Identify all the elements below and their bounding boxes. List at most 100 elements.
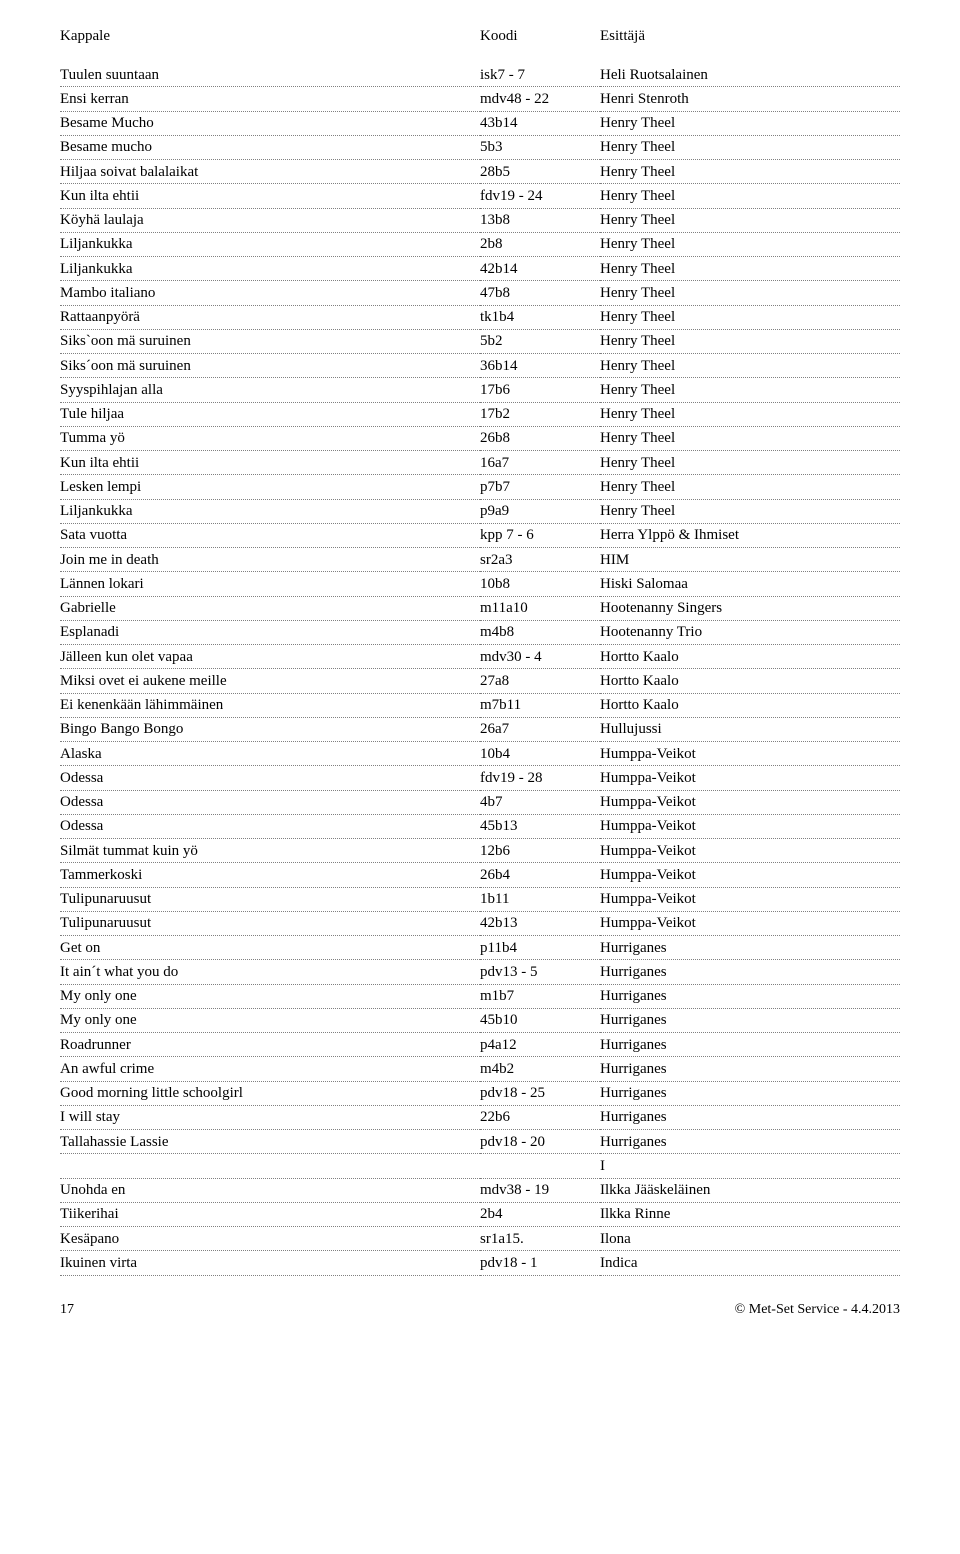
cell-koodi: 13b8 xyxy=(480,208,600,232)
cell-kappale: My only one xyxy=(60,984,480,1008)
cell-koodi: mdv38 - 19 xyxy=(480,1178,600,1202)
cell-kappale: Tumma yö xyxy=(60,426,480,450)
cell-koodi: p11b4 xyxy=(480,936,600,960)
header-esittaja: Esittäjä xyxy=(600,28,900,45)
table-row: Ikuinen virtapdv18 - 1Indica xyxy=(60,1251,900,1275)
copyright-text: © Met-Set Service - 4.4.2013 xyxy=(735,1302,900,1318)
cell-kappale: My only one xyxy=(60,1008,480,1032)
table-row: Esplanadim4b8Hootenanny Trio xyxy=(60,620,900,644)
table-row: Lännen lokari10b8Hiski Salomaa xyxy=(60,572,900,596)
cell-esittaja: Ilona xyxy=(600,1227,900,1251)
cell-kappale: Liljankukka xyxy=(60,232,480,256)
table-row: Odessa45b13Humppa-Veikot xyxy=(60,814,900,838)
cell-kappale: Kun ilta ehtii xyxy=(60,451,480,475)
cell-esittaja: Humppa-Veikot xyxy=(600,911,900,935)
table-row: Kun ilta ehtiifdv19 - 24Henry Theel xyxy=(60,184,900,208)
table-row: Tallahassie Lassiepdv18 - 20Hurriganes xyxy=(60,1130,900,1154)
table-row: Köyhä laulaja13b8Henry Theel xyxy=(60,208,900,232)
cell-esittaja: Humppa-Veikot xyxy=(600,790,900,814)
cell-koodi: 26b8 xyxy=(480,426,600,450)
cell-koodi: 10b8 xyxy=(480,572,600,596)
cell-koodi: 10b4 xyxy=(480,742,600,766)
table-row: Tulipunaruusut42b13Humppa-Veikot xyxy=(60,911,900,935)
cell-kappale: Besame mucho xyxy=(60,135,480,159)
cell-kappale: Tulipunaruusut xyxy=(60,887,480,911)
cell-koodi: 5b3 xyxy=(480,135,600,159)
cell-esittaja: Hortto Kaalo xyxy=(600,645,900,669)
table-row: Mambo italiano47b8Henry Theel xyxy=(60,281,900,305)
cell-kappale: Ensi kerran xyxy=(60,87,480,111)
cell-koodi: 28b5 xyxy=(480,160,600,184)
cell-koodi xyxy=(480,1154,600,1178)
cell-esittaja: Henry Theel xyxy=(600,135,900,159)
cell-kappale: Kun ilta ehtii xyxy=(60,184,480,208)
cell-esittaja: Hortto Kaalo xyxy=(600,669,900,693)
cell-esittaja: Herra Ylppö & Ihmiset xyxy=(600,523,900,547)
cell-esittaja: Henry Theel xyxy=(600,378,900,402)
cell-kappale: Rattaanpyörä xyxy=(60,305,480,329)
cell-koodi: pdv13 - 5 xyxy=(480,960,600,984)
table-row: Tuulen suuntaanisk7 - 7Heli Ruotsalainen xyxy=(60,63,900,87)
cell-kappale: Alaska xyxy=(60,742,480,766)
cell-koodi: m4b2 xyxy=(480,1057,600,1081)
table-row: Odessafdv19 - 28Humppa-Veikot xyxy=(60,766,900,790)
cell-esittaja: Hurriganes xyxy=(600,936,900,960)
table-row: Ei kenenkään lähimmäinenm7b11Hortto Kaal… xyxy=(60,693,900,717)
cell-kappale: Silmät tummat kuin yö xyxy=(60,839,480,863)
cell-esittaja: Humppa-Veikot xyxy=(600,839,900,863)
cell-koodi: p4a12 xyxy=(480,1033,600,1057)
cell-esittaja: Henry Theel xyxy=(600,426,900,450)
cell-koodi: 45b13 xyxy=(480,814,600,838)
cell-esittaja: Henry Theel xyxy=(600,402,900,426)
cell-esittaja: Hurriganes xyxy=(600,960,900,984)
cell-koodi: m1b7 xyxy=(480,984,600,1008)
table-row: Odessa4b7Humppa-Veikot xyxy=(60,790,900,814)
cell-kappale: Odessa xyxy=(60,814,480,838)
cell-esittaja: Henry Theel xyxy=(600,232,900,256)
table-row: Tulipunaruusut1b11Humppa-Veikot xyxy=(60,887,900,911)
cell-kappale: Tallahassie Lassie xyxy=(60,1130,480,1154)
cell-kappale xyxy=(60,1154,480,1178)
cell-kappale: Mambo italiano xyxy=(60,281,480,305)
cell-koodi: 5b2 xyxy=(480,329,600,353)
cell-kappale: Tule hiljaa xyxy=(60,402,480,426)
table-row: Unohda enmdv38 - 19Ilkka Jääskeläinen xyxy=(60,1178,900,1202)
cell-koodi: 42b13 xyxy=(480,911,600,935)
cell-esittaja: Henry Theel xyxy=(600,305,900,329)
cell-kappale: Hiljaa soivat balalaikat xyxy=(60,160,480,184)
cell-esittaja: Hurriganes xyxy=(600,1008,900,1032)
cell-kappale: Tiikerihai xyxy=(60,1202,480,1226)
cell-kappale: Unohda en xyxy=(60,1178,480,1202)
table-row: Kun ilta ehtii16a7Henry Theel xyxy=(60,451,900,475)
cell-esittaja: Henry Theel xyxy=(600,499,900,523)
cell-esittaja: Henry Theel xyxy=(600,329,900,353)
table-row: Syyspihlajan alla17b6Henry Theel xyxy=(60,378,900,402)
cell-koodi: 42b14 xyxy=(480,257,600,281)
cell-kappale: An awful crime xyxy=(60,1057,480,1081)
cell-kappale: Get on xyxy=(60,936,480,960)
cell-kappale: Ikuinen virta xyxy=(60,1251,480,1275)
cell-esittaja: Humppa-Veikot xyxy=(600,814,900,838)
table-row: It ain´t what you dopdv13 - 5Hurriganes xyxy=(60,960,900,984)
cell-esittaja: Humppa-Veikot xyxy=(600,742,900,766)
cell-esittaja: Henry Theel xyxy=(600,475,900,499)
table-row: Alaska10b4Humppa-Veikot xyxy=(60,742,900,766)
cell-esittaja: HIM xyxy=(600,548,900,572)
table-row: Tumma yö26b8Henry Theel xyxy=(60,426,900,450)
cell-koodi: 17b6 xyxy=(480,378,600,402)
cell-esittaja: Hortto Kaalo xyxy=(600,693,900,717)
cell-esittaja: Henry Theel xyxy=(600,257,900,281)
cell-kappale: Bingo Bango Bongo xyxy=(60,717,480,741)
table-row: Kesäpanosr1a15.Ilona xyxy=(60,1227,900,1251)
cell-esittaja: Henri Stenroth xyxy=(600,87,900,111)
cell-koodi: kpp 7 - 6 xyxy=(480,523,600,547)
cell-koodi: 26a7 xyxy=(480,717,600,741)
table-row: Good morning little schoolgirlpdv18 - 25… xyxy=(60,1081,900,1105)
cell-koodi: 2b4 xyxy=(480,1202,600,1226)
cell-kappale: Sata vuotta xyxy=(60,523,480,547)
cell-koodi: p9a9 xyxy=(480,499,600,523)
cell-esittaja: Henry Theel xyxy=(600,281,900,305)
table-row: Hiljaa soivat balalaikat28b5Henry Theel xyxy=(60,160,900,184)
cell-kappale: Siks´oon mä suruinen xyxy=(60,354,480,378)
table-row: Lesken lempip7b7Henry Theel xyxy=(60,475,900,499)
